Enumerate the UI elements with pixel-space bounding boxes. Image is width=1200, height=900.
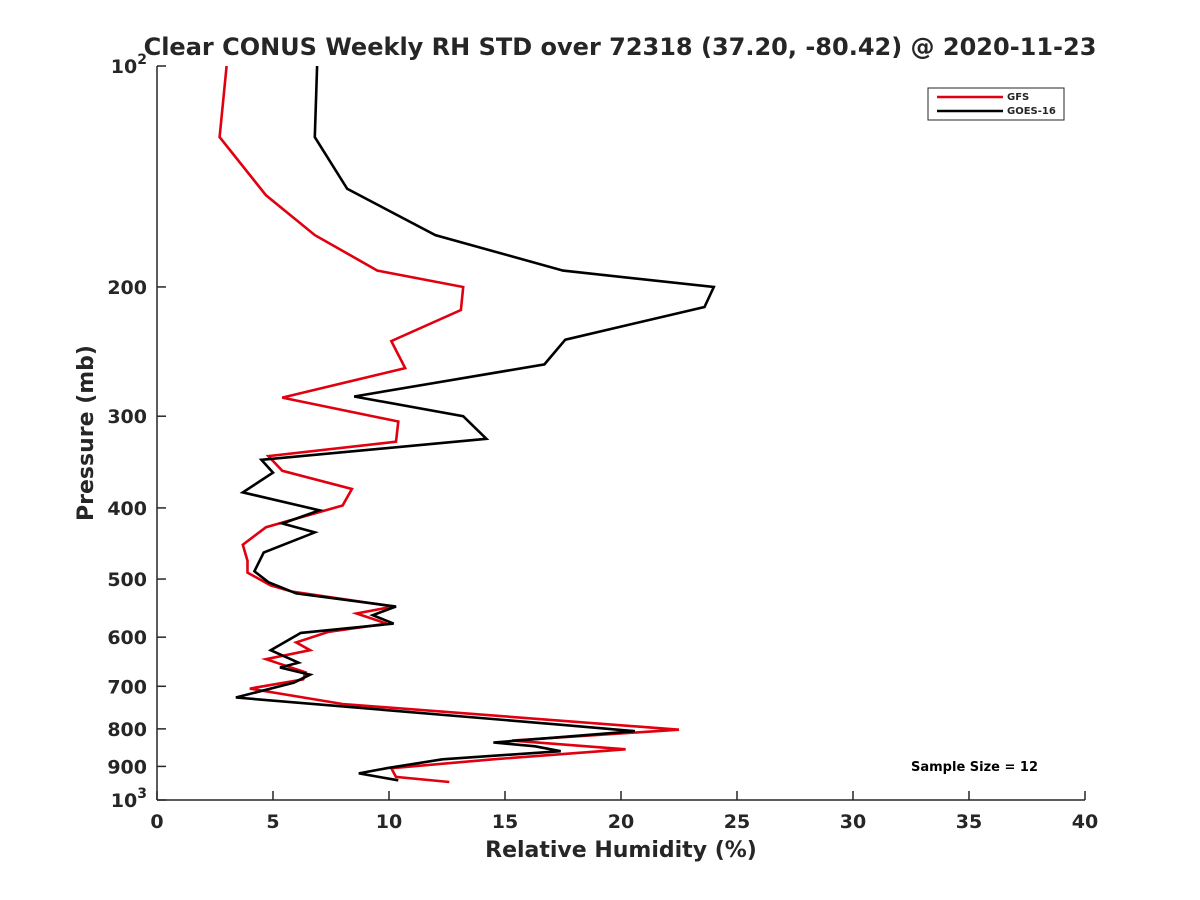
y-tick-label: 900 bbox=[107, 756, 147, 778]
y-ticks: 102 200 300 400 500 600 700 800 900 103 bbox=[107, 52, 166, 812]
sample-size-note: Sample Size = 12 bbox=[911, 760, 1038, 775]
y-tick-label: 600 bbox=[107, 627, 147, 649]
legend: GFS GOES-16 bbox=[927, 87, 1065, 121]
x-ticks: 0 5 10 15 20 25 30 35 40 bbox=[150, 791, 1098, 833]
series-line-goes-16 bbox=[235, 65, 716, 782]
y-tick-label: 300 bbox=[107, 406, 147, 428]
y-tick-label: 102 bbox=[111, 52, 147, 78]
y-tick-label: 400 bbox=[107, 498, 147, 520]
x-tick-label: 20 bbox=[608, 811, 634, 833]
legend-box bbox=[927, 87, 1065, 121]
chart-title: Clear CONUS Weekly RH STD over 72318 (37… bbox=[144, 33, 1097, 61]
x-tick-label: 40 bbox=[1072, 811, 1098, 833]
y-tick-label: 200 bbox=[107, 277, 147, 299]
y-tick-label: 500 bbox=[107, 569, 147, 591]
y-tick-label: 800 bbox=[107, 719, 147, 741]
series-line-gfs bbox=[218, 65, 680, 784]
x-tick-label: 10 bbox=[376, 811, 402, 833]
y-axis-label: Pressure (mb) bbox=[74, 345, 99, 521]
x-tick-label: 5 bbox=[266, 811, 279, 833]
x-tick-label: 35 bbox=[956, 811, 982, 833]
x-tick-label: 30 bbox=[840, 811, 866, 833]
plot-lines bbox=[218, 65, 716, 784]
x-axis-label: Relative Humidity (%) bbox=[485, 838, 757, 863]
x-tick-label: 0 bbox=[150, 811, 163, 833]
x-tick-label: 25 bbox=[724, 811, 750, 833]
y-tick-label: 700 bbox=[107, 676, 147, 698]
x-tick-label: 15 bbox=[492, 811, 518, 833]
legend-label-goes16: GOES-16 bbox=[1007, 106, 1056, 117]
y-tick-label: 103 bbox=[111, 786, 147, 812]
legend-label-gfs: GFS bbox=[1007, 92, 1029, 103]
